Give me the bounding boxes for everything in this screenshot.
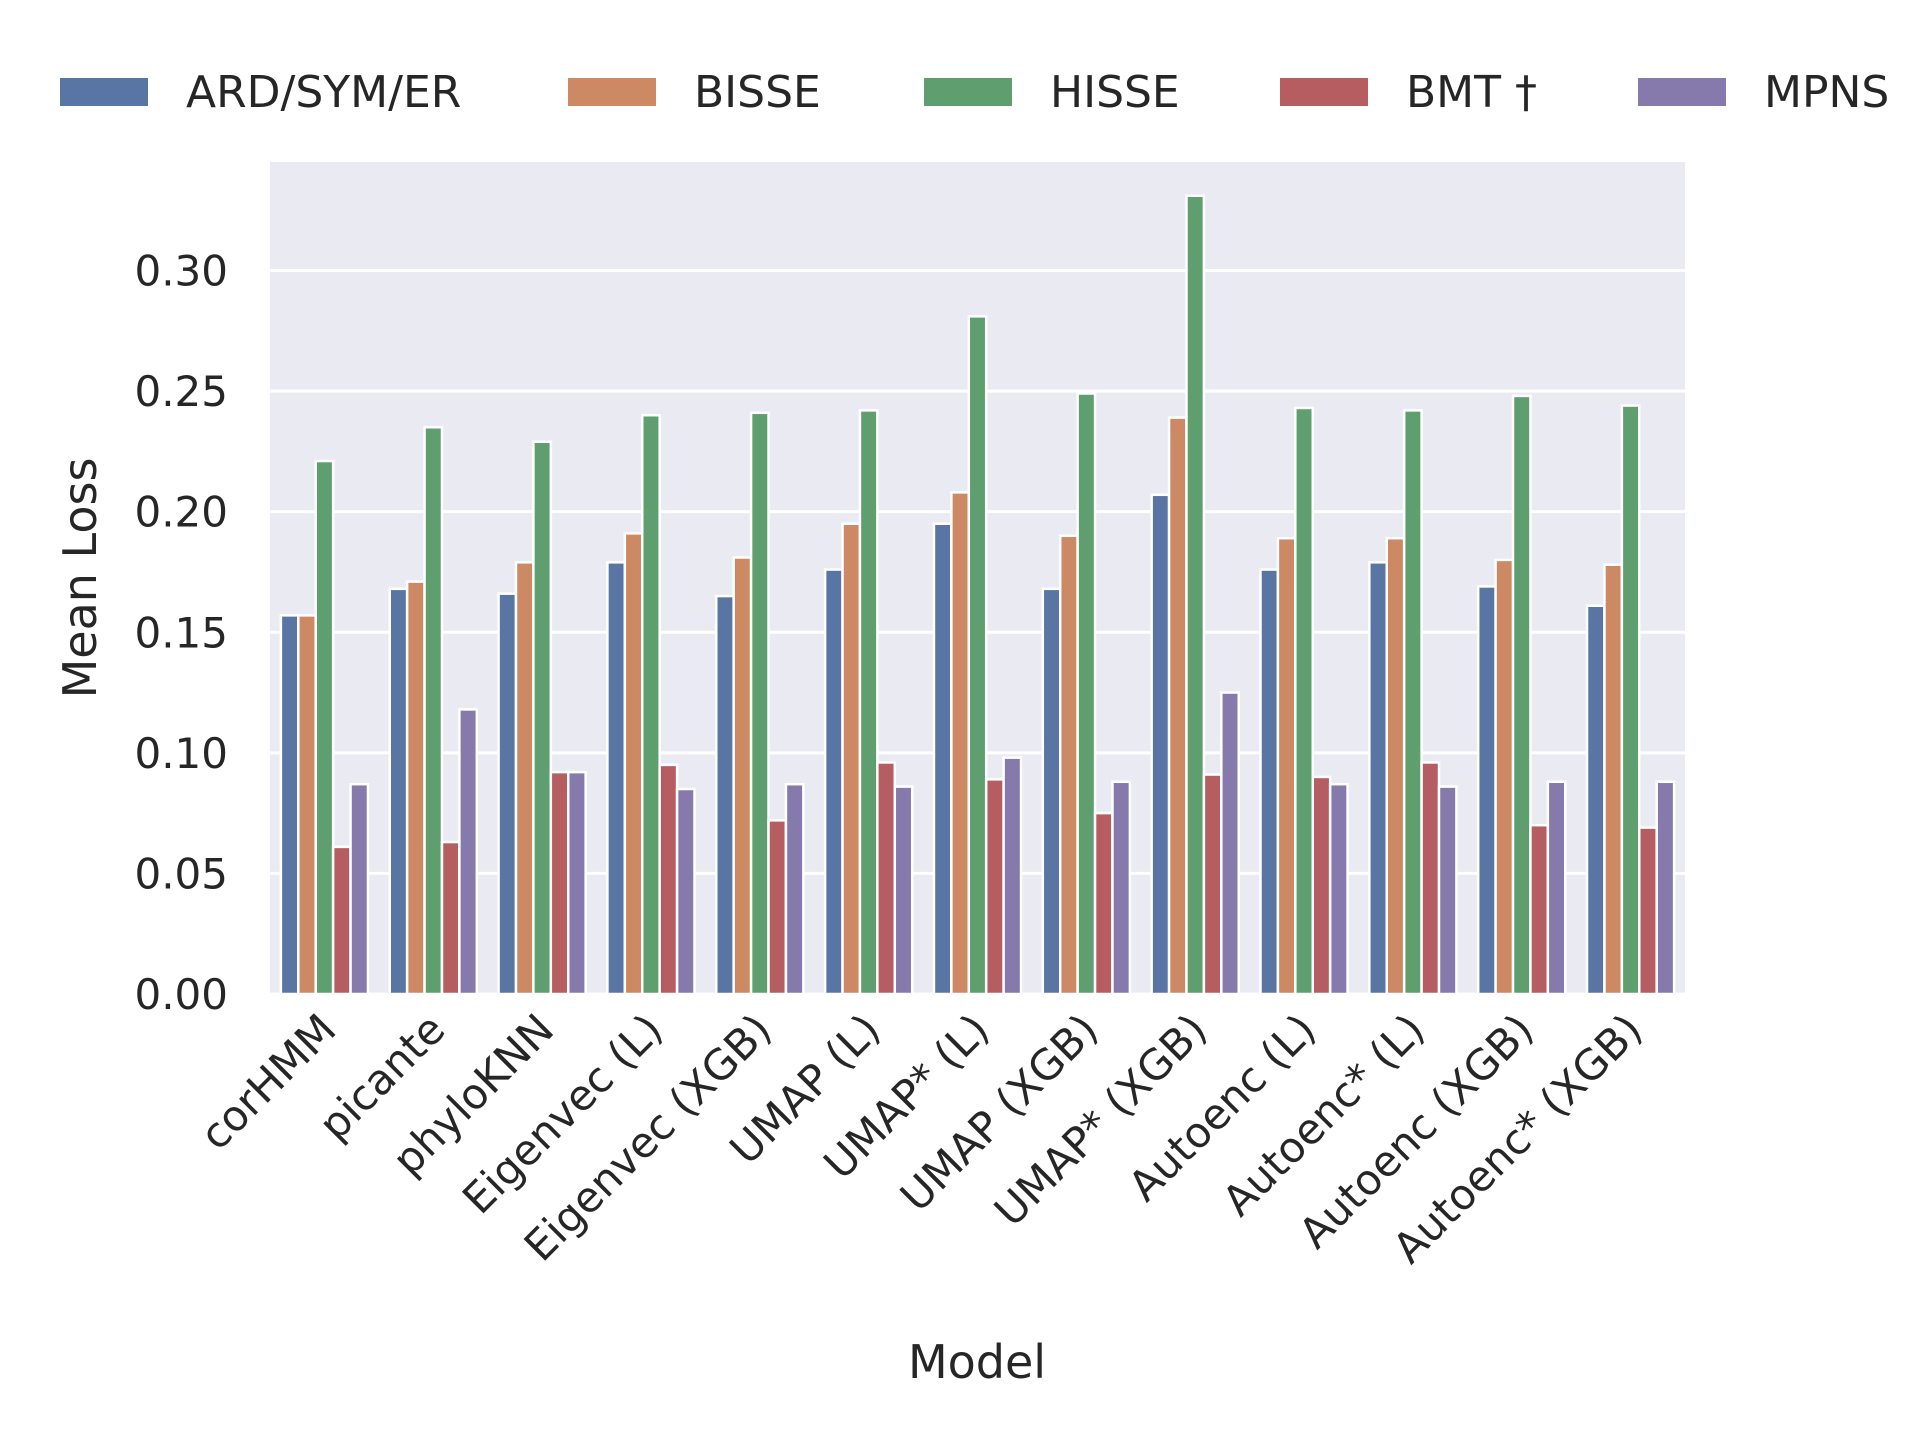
- bar: [749, 411, 770, 996]
- bar: [1185, 194, 1206, 996]
- bar: [658, 763, 679, 996]
- bar: [440, 840, 461, 996]
- bar: [1202, 773, 1223, 996]
- bar: [641, 413, 661, 996]
- bar: [1420, 761, 1441, 996]
- y-tick-label: 0.10: [134, 729, 228, 778]
- bar: [349, 782, 370, 996]
- bar: [715, 594, 735, 996]
- legend-label: ARD/SYM/ER: [186, 67, 461, 118]
- y-tick-label: 0.15: [134, 608, 228, 657]
- bar: [1259, 568, 1280, 996]
- legend-swatch: [60, 78, 148, 106]
- bar: [823, 568, 844, 996]
- bar: [1311, 775, 1332, 996]
- bar: [1655, 780, 1676, 996]
- bar: [675, 787, 696, 996]
- bars: [279, 194, 1676, 996]
- bar: [1385, 536, 1406, 996]
- bar: [1058, 534, 1079, 996]
- legend-label: MPNS: [1764, 67, 1889, 118]
- bar: [932, 522, 953, 996]
- bar: [331, 845, 352, 996]
- bar: [858, 409, 879, 996]
- bar: [1546, 780, 1567, 996]
- y-tick-label: 0.20: [134, 488, 228, 537]
- bar: [967, 315, 988, 996]
- bar: [297, 614, 317, 996]
- bar: [1585, 604, 1606, 996]
- legend-swatch: [924, 78, 1012, 106]
- legend-swatch: [1638, 78, 1726, 106]
- y-tick-label: 0.25: [134, 367, 228, 416]
- bar: [458, 708, 479, 996]
- x-tick-label: corHMM: [191, 1004, 346, 1159]
- bar: [1402, 409, 1423, 996]
- legend-label: HISSE: [1050, 67, 1180, 118]
- bar: [732, 556, 753, 996]
- bar: [1511, 394, 1532, 996]
- legend-swatch: [568, 78, 656, 106]
- bar: [623, 532, 644, 996]
- bar: [1150, 493, 1171, 996]
- y-tick-label: 0.30: [134, 247, 228, 296]
- bar: [1476, 585, 1497, 996]
- bar: [1041, 587, 1062, 996]
- y-axis-label: Mean Loss: [53, 458, 107, 699]
- bar: [1111, 780, 1132, 996]
- bar: [950, 491, 971, 996]
- legend-label: BISSE: [694, 67, 821, 118]
- bar: [532, 440, 553, 996]
- bar: [1220, 691, 1240, 996]
- bar: [1529, 823, 1550, 996]
- bar: [1002, 756, 1023, 996]
- legend-label: BMT †: [1406, 67, 1537, 118]
- y-tick-label: 0.05: [134, 849, 228, 898]
- bar: [497, 592, 518, 996]
- bar: [1167, 416, 1188, 996]
- bar: [1093, 811, 1114, 996]
- bar: [1437, 785, 1458, 996]
- legend-swatch: [1280, 78, 1368, 106]
- bar: [1368, 561, 1389, 996]
- bar: [984, 778, 1005, 996]
- bar: [1620, 404, 1641, 996]
- bar: [388, 587, 409, 996]
- legend: ARD/SYM/ER BISSE HISSE BMT † MPNS: [60, 67, 1889, 118]
- bar: [423, 426, 444, 996]
- bar: [1328, 782, 1349, 996]
- y-tick-label: 0.00: [134, 970, 228, 1019]
- bar: [549, 770, 570, 996]
- bar: [784, 782, 805, 996]
- bar: [314, 459, 335, 996]
- bar: [514, 561, 535, 996]
- bar: [1276, 536, 1297, 996]
- bar: [1294, 406, 1314, 996]
- y-axis-ticks: 0.00 0.05 0.10 0.15 0.20 0.25 0.30: [134, 247, 228, 1019]
- bar: [1603, 563, 1624, 996]
- bar: [876, 761, 897, 996]
- bar: [279, 614, 300, 996]
- bar: [1638, 826, 1658, 996]
- bar: [405, 580, 426, 996]
- bar: [1494, 558, 1515, 996]
- bar: [566, 770, 587, 996]
- bar: [1076, 392, 1097, 996]
- bar: [606, 561, 627, 996]
- bar: [767, 819, 788, 996]
- x-axis-label: Model: [908, 1335, 1046, 1389]
- bar: [841, 522, 862, 996]
- bar: [893, 785, 914, 996]
